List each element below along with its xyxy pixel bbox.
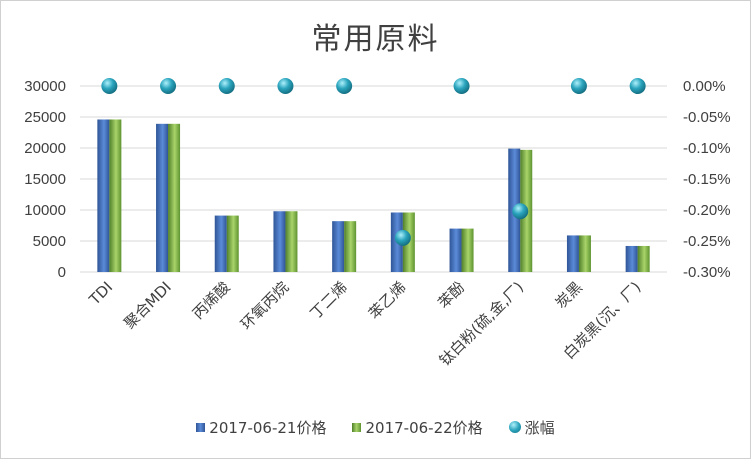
bar-price-0621 xyxy=(273,211,286,272)
bar-price-0622 xyxy=(461,228,474,272)
bar-price-0622 xyxy=(578,235,591,272)
change-point xyxy=(394,229,411,246)
legend-label: 涨幅 xyxy=(524,418,555,437)
chart-legend: 2017-06-21价格 2017-06-22价格 涨幅 xyxy=(0,416,751,438)
legend-swatch-dot xyxy=(508,421,521,433)
x-tick-label: TDI xyxy=(85,278,116,309)
y-right-tick-label: -0.15% xyxy=(683,171,731,188)
change-point xyxy=(160,78,177,94)
bar-price-0621 xyxy=(156,123,169,272)
change-point xyxy=(570,78,587,94)
y-left-tick-label: 5000 xyxy=(33,233,66,250)
legend-label: 2017-06-21价格 xyxy=(209,418,327,437)
y-left-tick-label: 30000 xyxy=(24,78,66,95)
legend-label: 2017-06-22价格 xyxy=(365,418,483,437)
bar-price-0622 xyxy=(637,245,650,272)
bar-price-0622 xyxy=(344,221,357,272)
x-tick-label: 丁二烯 xyxy=(306,278,351,323)
legend-item-change: 涨幅 xyxy=(508,417,555,438)
x-tick-label: 苯乙烯 xyxy=(365,278,410,323)
bar-price-0622 xyxy=(109,119,122,272)
change-point xyxy=(218,78,235,94)
change-point xyxy=(512,203,529,220)
bar-price-0622 xyxy=(168,123,181,272)
y-left-tick-label: 0 xyxy=(58,264,66,281)
bar-price-0621 xyxy=(449,228,462,272)
bar-price-0622 xyxy=(226,215,239,272)
change-point xyxy=(336,78,353,94)
y-right-tick-label: -0.25% xyxy=(683,233,731,250)
y-right-tick-label: 0.00% xyxy=(683,78,726,95)
x-tick-label: 聚合MDI xyxy=(120,278,174,332)
legend-item-price-0621: 2017-06-21价格 xyxy=(196,417,326,438)
bar-price-0621 xyxy=(214,215,227,272)
bar-price-0622 xyxy=(285,211,298,272)
y-right-tick-label: -0.30% xyxy=(683,264,731,281)
y-left-tick-label: 25000 xyxy=(24,109,66,126)
x-tick-label: 环氧丙烷 xyxy=(237,278,292,333)
y-left-tick-label: 10000 xyxy=(24,202,66,219)
legend-swatch-green xyxy=(352,422,362,432)
bar-price-0621 xyxy=(566,235,579,272)
y-right-tick-label: -0.20% xyxy=(683,202,731,219)
y-left-tick-label: 15000 xyxy=(24,171,66,188)
y-left-tick-label: 20000 xyxy=(24,140,66,157)
x-tick-label: 丙烯酸 xyxy=(189,278,234,323)
legend-item-price-0622: 2017-06-22价格 xyxy=(352,417,483,438)
change-point xyxy=(101,78,118,94)
y-right-tick-label: -0.05% xyxy=(683,109,731,126)
bar-price-0621 xyxy=(625,245,638,272)
change-point xyxy=(277,78,294,94)
legend-swatch-blue xyxy=(196,422,206,432)
x-tick-label: 炭黑 xyxy=(552,278,586,312)
y-right-tick-label: -0.10% xyxy=(683,140,731,157)
x-tick-label: 苯酚 xyxy=(434,278,468,312)
change-point xyxy=(453,78,470,94)
bar-price-0621 xyxy=(332,221,345,272)
change-point xyxy=(629,78,646,94)
bar-price-0621 xyxy=(97,119,110,272)
chart-title: 常用原料 xyxy=(311,22,440,57)
